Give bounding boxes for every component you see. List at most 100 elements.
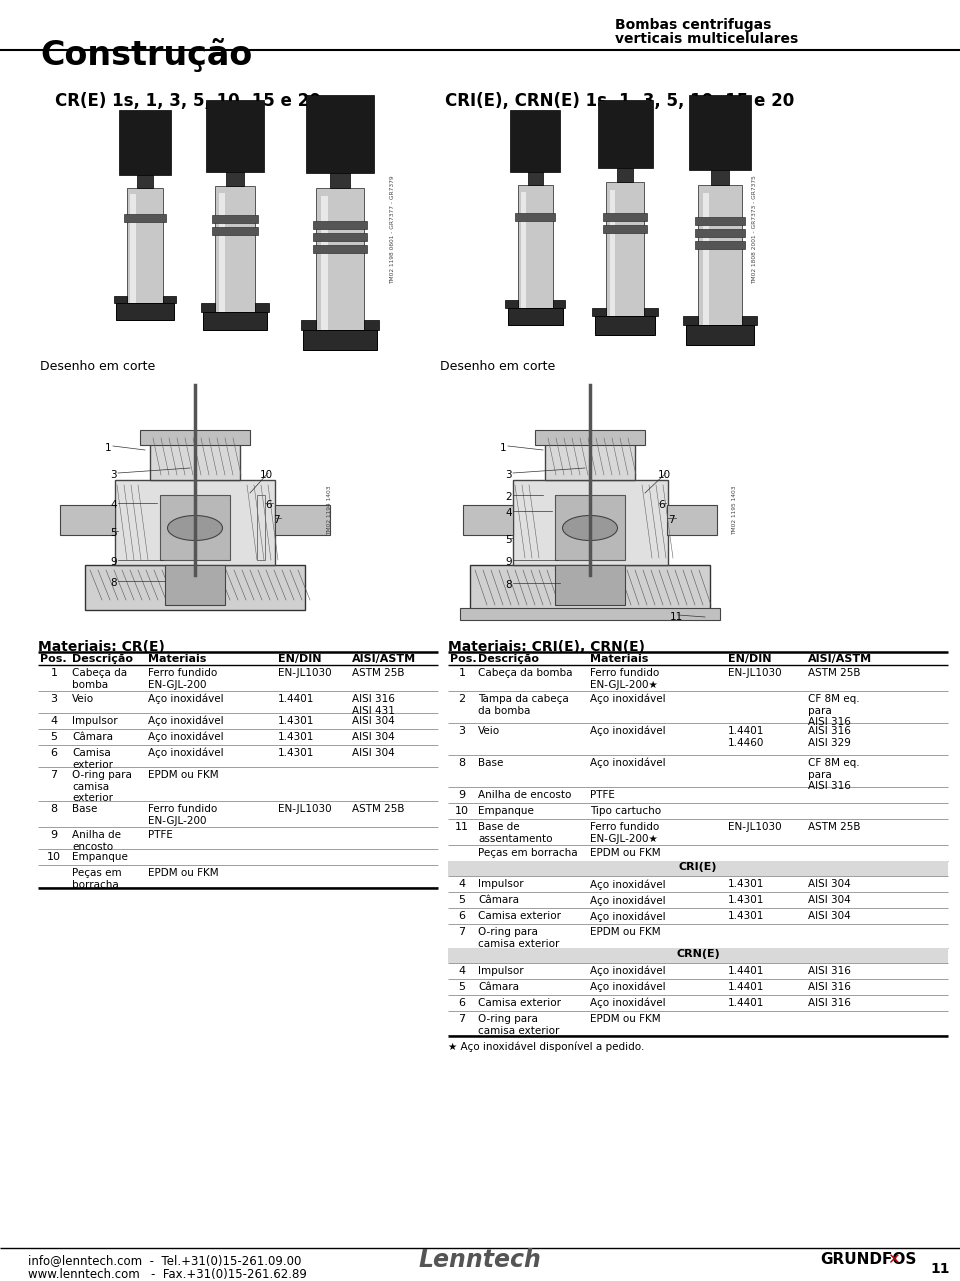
Text: Empanque: Empanque: [72, 852, 128, 862]
Text: EN-JL1030: EN-JL1030: [278, 667, 331, 678]
Text: Descrição: Descrição: [72, 655, 133, 664]
Bar: [227, 172, 244, 186]
Text: Impulsor: Impulsor: [72, 716, 118, 726]
Bar: [163, 296, 176, 304]
Text: 9: 9: [51, 830, 58, 840]
Text: Aço inoxidável: Aço inoxidável: [590, 911, 665, 921]
Text: 1.4301: 1.4301: [728, 911, 764, 921]
Bar: [300, 320, 316, 329]
Text: 1.4401: 1.4401: [278, 694, 314, 705]
Text: Camisa
exterior: Camisa exterior: [72, 748, 113, 770]
Bar: [448, 948, 948, 963]
Text: Aço inoxidável: Aço inoxidável: [590, 879, 665, 889]
Text: Aço inoxidável: Aço inoxidável: [590, 966, 665, 976]
Bar: [302, 329, 377, 350]
Text: 1.4401: 1.4401: [728, 998, 764, 1008]
Text: EN-JL1030: EN-JL1030: [728, 822, 781, 831]
Text: 6: 6: [51, 748, 58, 758]
Bar: [603, 213, 647, 220]
Text: EPDM ou FKM: EPDM ou FKM: [590, 927, 660, 936]
Text: 5: 5: [459, 983, 466, 991]
Text: info@lenntech.com  -  Tel.+31(0)15-261.09.00: info@lenntech.com - Tel.+31(0)15-261.09.…: [28, 1254, 301, 1267]
Text: Aço inoxidável: Aço inoxidável: [590, 983, 665, 993]
Text: 1: 1: [105, 443, 111, 453]
Text: EPDM ou FKM: EPDM ou FKM: [590, 848, 660, 858]
Text: 4: 4: [459, 879, 466, 889]
Text: 7: 7: [459, 1015, 466, 1024]
Bar: [470, 565, 710, 610]
Text: 8: 8: [51, 804, 58, 813]
Text: 4: 4: [505, 509, 512, 518]
Bar: [131, 195, 136, 306]
Bar: [695, 229, 745, 237]
Bar: [510, 110, 560, 172]
Text: 4: 4: [459, 966, 466, 976]
Text: 1: 1: [51, 667, 58, 678]
Text: Cabeça da
bomba: Cabeça da bomba: [72, 667, 127, 689]
Text: 6: 6: [459, 998, 466, 1008]
Text: 3: 3: [459, 726, 466, 737]
Ellipse shape: [167, 515, 223, 541]
Text: 6: 6: [265, 500, 272, 510]
Text: Camisa exterior: Camisa exterior: [478, 911, 561, 921]
Bar: [689, 95, 751, 170]
Bar: [127, 187, 163, 320]
Bar: [201, 304, 215, 311]
Bar: [553, 300, 565, 307]
Text: 4: 4: [51, 716, 58, 726]
Bar: [698, 184, 742, 345]
Text: AISI/ASTM: AISI/ASTM: [808, 655, 872, 664]
Text: O-ring para
camisa
exterior: O-ring para camisa exterior: [72, 770, 132, 803]
Bar: [321, 196, 328, 334]
Text: 5: 5: [459, 895, 466, 904]
Bar: [505, 300, 517, 307]
Text: AISI 304: AISI 304: [808, 879, 851, 889]
Bar: [206, 100, 264, 172]
Bar: [330, 173, 350, 188]
Bar: [114, 296, 127, 304]
Bar: [610, 190, 615, 320]
Bar: [460, 608, 720, 620]
Text: Bombas centrifugas: Bombas centrifugas: [615, 18, 772, 32]
Text: 10: 10: [658, 470, 671, 480]
Bar: [364, 320, 379, 329]
Text: 7: 7: [273, 515, 279, 525]
Text: ★ Aço inoxidável disponível a pedido.: ★ Aço inoxidável disponível a pedido.: [448, 1041, 644, 1053]
Text: TM02 1198 0601 - GR7377 - GR7379: TM02 1198 0601 - GR7377 - GR7379: [391, 175, 396, 284]
Bar: [212, 215, 258, 223]
Text: 8: 8: [459, 758, 466, 769]
Text: 2: 2: [505, 492, 512, 502]
Bar: [667, 505, 717, 535]
Text: AISI/ASTM: AISI/ASTM: [352, 655, 416, 664]
Text: EN/DIN: EN/DIN: [278, 655, 322, 664]
Text: Ferro fundido
EN-GJL-200: Ferro fundido EN-GJL-200: [148, 667, 217, 689]
Text: EPDM ou FKM: EPDM ou FKM: [148, 770, 219, 780]
Bar: [275, 505, 330, 535]
Text: 1: 1: [459, 667, 466, 678]
Text: 6: 6: [459, 911, 466, 921]
Bar: [517, 184, 553, 325]
Text: PTFE: PTFE: [148, 830, 173, 840]
Text: 1: 1: [500, 443, 507, 453]
Text: Materiais: CRI(E), CRN(E): Materiais: CRI(E), CRN(E): [448, 640, 645, 655]
Text: ASTM 25B: ASTM 25B: [352, 667, 404, 678]
Text: Aço inoxidável: Aço inoxidável: [590, 726, 665, 737]
Bar: [204, 311, 267, 330]
Text: AISI 304: AISI 304: [808, 911, 851, 921]
Text: O-ring para
camisa exterior: O-ring para camisa exterior: [478, 927, 560, 949]
Text: 10: 10: [260, 470, 274, 480]
Text: TM02 1194 1403: TM02 1194 1403: [327, 485, 332, 534]
Text: 10: 10: [47, 852, 61, 862]
Text: Peças em
borracha: Peças em borracha: [72, 869, 122, 889]
Text: Aço inoxidável: Aço inoxidável: [590, 998, 665, 1008]
Text: Veio: Veio: [478, 726, 500, 737]
Text: Aço inoxidável: Aço inoxidável: [148, 731, 224, 743]
Text: 11: 11: [455, 822, 469, 831]
Bar: [644, 307, 659, 316]
Text: Ferro fundido
EN-GJL-200: Ferro fundido EN-GJL-200: [148, 804, 217, 825]
Text: 2: 2: [459, 694, 466, 705]
Text: Desenho em corte: Desenho em corte: [40, 360, 156, 373]
Ellipse shape: [563, 515, 617, 541]
Bar: [695, 216, 745, 225]
Bar: [508, 307, 563, 325]
